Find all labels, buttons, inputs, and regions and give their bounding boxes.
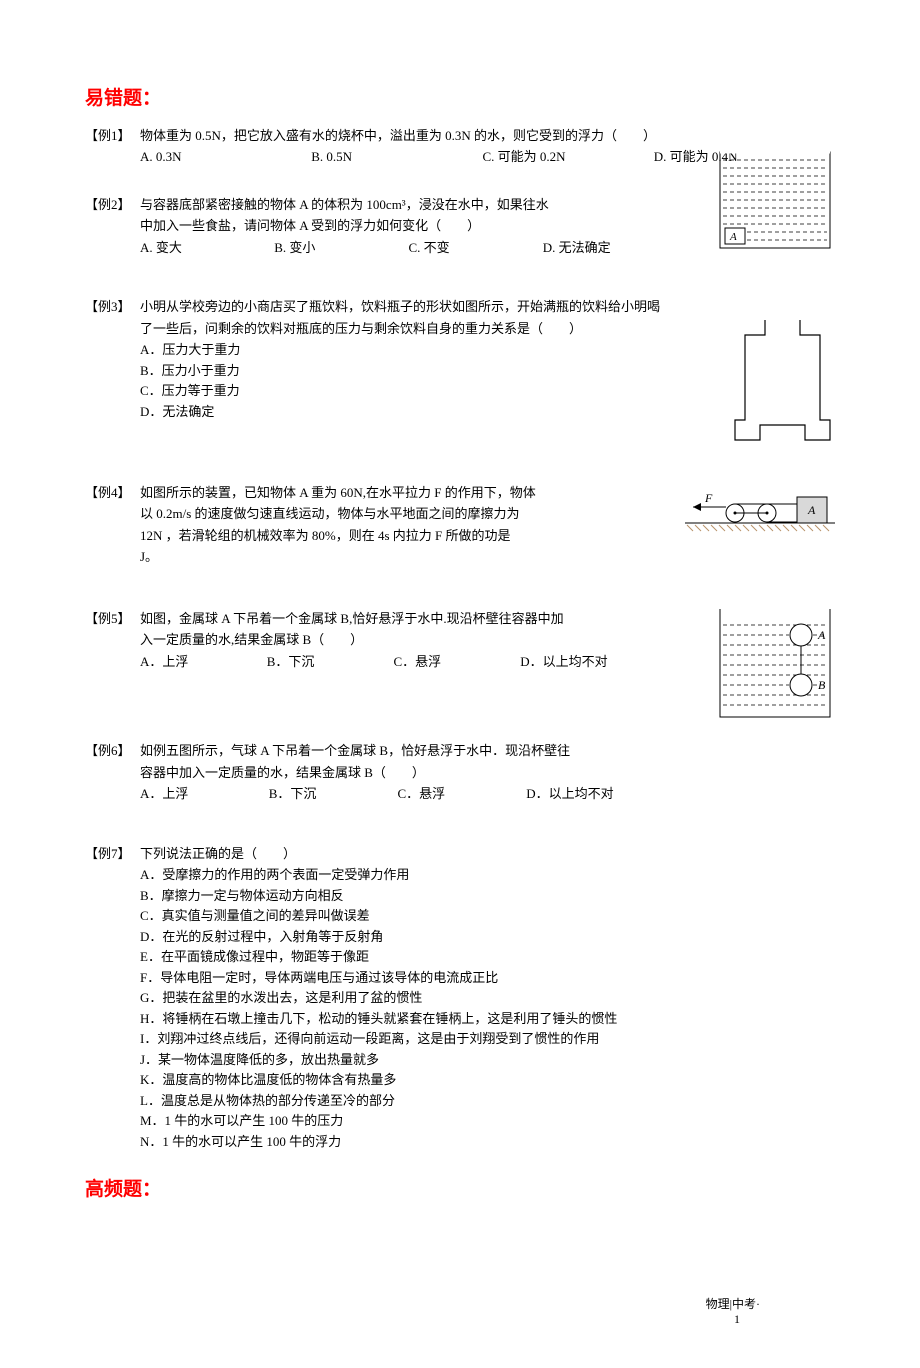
ex7-opt-i: I．刘翔冲过终点线后，还得向前运动一段距离，这是由于刘翔受到了惯性的作用	[140, 1029, 835, 1049]
ex7-opt-m: M．1 牛的水可以产生 100 牛的压力	[140, 1111, 835, 1131]
ex5-opt-d: D．以上均不对	[520, 652, 647, 672]
ex6-text1: 如例五图所示，气球 A 下吊着一个金属球 B，恰好悬浮于水中．现沿杯壁往	[140, 741, 715, 761]
ex7-opt-k: K．温度高的物体比温度低的物体含有热量多	[140, 1070, 835, 1090]
ex3-text1: 小明从学校旁边的小商店买了瓶饮料，饮料瓶子的形状如图所示，开始满瓶的饮料给小明喝	[140, 297, 722, 317]
ex2-opt-c: C. 不变	[409, 238, 543, 258]
ex3-opt-d: D．无法确定	[140, 402, 722, 422]
ex6-opt-d: D．以上均不对	[526, 784, 655, 804]
ex7-opt-b: B．摩擦力一定与物体运动方向相反	[140, 886, 835, 906]
ex5-text1: 如图，金属球 A 下吊着一个金属球 B,恰好悬浮于水中.现沿杯壁往容器中加	[140, 609, 707, 629]
ex1-opt-b: B. 0.5N	[311, 147, 482, 167]
example-5: 【例5】 如图，金属球 A 下吊着一个金属球 B,恰好悬浮于水中.现沿杯壁往容器…	[85, 609, 835, 728]
ex6-label: 【例6】	[85, 741, 140, 804]
ex7-opt-g: G．把装在盆里的水泼出去，这是利用了盆的惯性	[140, 988, 835, 1008]
ex7-opt-e: E．在平面镜成像过程中，物距等于像距	[140, 947, 835, 967]
ex5-opt-c: C．悬浮	[394, 652, 521, 672]
ex7-opt-d: D．在光的反射过程中，入射角等于反射角	[140, 927, 835, 947]
ex7-opt-l: L．温度总是从物体热的部分传递至冷的部分	[140, 1091, 835, 1111]
ex3-opt-c: C．压力等于重力	[140, 381, 722, 401]
ex2-fig-label: A	[729, 231, 737, 243]
ex2-opt-b: B. 变小	[274, 238, 408, 258]
ex56-fig-a: A	[817, 628, 826, 642]
ex7-text: 下列说法正确的是（ ）	[140, 844, 835, 864]
ex7-opt-n: N．1 牛的水可以产生 100 牛的浮力	[140, 1132, 835, 1152]
ex7-opt-a: A．受摩擦力的作用的两个表面一定受弹力作用	[140, 865, 835, 885]
ex4-text3: 12N ，若滑轮组的机械效率为 80%，则在 4s 内拉力 F 所做的功是	[140, 526, 667, 546]
ex3-label: 【例3】	[85, 297, 140, 451]
ex56-fig-b: B	[818, 678, 826, 692]
ex7-label: 【例7】	[85, 844, 140, 1153]
ex4-fig-a: A	[807, 503, 816, 517]
ex5-label: 【例5】	[85, 609, 140, 728]
ex4-fig-f: F	[704, 491, 713, 505]
ex2-opt-a: A. 变大	[140, 238, 274, 258]
example-6: 【例6】 如例五图所示，气球 A 下吊着一个金属球 B，恰好悬浮于水中．现沿杯壁…	[85, 741, 835, 804]
example-3: 【例3】 小明从学校旁边的小商店买了瓶饮料，饮料瓶子的形状如图所示，开始满瓶的饮…	[85, 297, 835, 451]
ex4-text2: 以 0.2m/s 的速度做匀速直线运动，物体与水平地面之间的摩擦力为	[140, 504, 667, 524]
ex2-text2: 中加入一些食盐，请问物体 A 受到的浮力如何变化（ ）	[140, 216, 707, 236]
ex2-opt-d: D. 无法确定	[543, 238, 677, 258]
footer-page: 1	[85, 1312, 760, 1328]
example-7: 【例7】 下列说法正确的是（ ） A．受摩擦力的作用的两个表面一定受弹力作用 B…	[85, 844, 835, 1153]
ex4-figure: A F	[685, 491, 835, 569]
ex3-opt-b: B．压力小于重力	[140, 361, 722, 381]
ex2-figure: A	[715, 150, 835, 258]
ex2-text1: 与容器底部紧密接触的物体 A 的体积为 100cm³，浸没在水中，如果往水	[140, 195, 707, 215]
ex7-opt-f: F．导体电阻一定时，导体两端电压与通过该导体的电流成正比	[140, 968, 835, 988]
example-2: 【例2】 与容器底部紧密接触的物体 A 的体积为 100cm³，浸没在水中，如果…	[85, 195, 835, 258]
ex4-label: 【例4】	[85, 483, 140, 569]
ex3-figure	[730, 315, 835, 451]
ex6-text2: 容器中加入一定质量的水，结果金属球 B（ ）	[140, 763, 715, 783]
ex1-opt-a: A. 0.3N	[140, 147, 311, 167]
ex4-text4: J。	[140, 547, 667, 567]
ex6-opt-a: A．上浮	[140, 784, 269, 804]
ex7-opt-c: C．真实值与测量值之间的差异叫做误差	[140, 906, 835, 926]
section-high-freq: 高频题：	[85, 1176, 835, 1205]
ex1-opt-c: C. 可能为 0.2N	[483, 147, 654, 167]
ex6-opt-c: C．悬浮	[398, 784, 527, 804]
ex6-opt-b: B．下沉	[269, 784, 398, 804]
ex3-text2: 了一些后，问剩余的饮料对瓶底的压力与剩余饮料自身的重力关系是（ ）	[140, 319, 722, 339]
example-4: 【例4】 如图所示的装置，已知物体 A 重为 60N,在水平拉力 F 的作用下，…	[85, 483, 835, 569]
ex5-text2: 入一定质量的水,结果金属球 B（ ）	[140, 630, 707, 650]
ex5-opt-b: B．下沉	[267, 652, 394, 672]
ex56-figure: A B	[715, 607, 835, 728]
ex3-opt-a: A．压力大于重力	[140, 340, 722, 360]
ex7-opt-j: J．某一物体温度降低的多，放出热量就多	[140, 1050, 835, 1070]
ex1-text: 物体重为 0.5N，把它放入盛有水的烧杯中，溢出重为 0.3N 的水，则它受到的…	[140, 126, 835, 146]
ex7-opt-h: H．将锤柄在石墩上撞击几下，松动的锤头就紧套在锤柄上，这是利用了锤头的惯性	[140, 1009, 835, 1029]
section-easy-wrong: 易错题：	[85, 85, 835, 114]
footer-line1: 物理|中考·	[85, 1297, 760, 1313]
ex5-opt-a: A．上浮	[140, 652, 267, 672]
ex2-label: 【例2】	[85, 195, 140, 258]
ex4-text1: 如图所示的装置，已知物体 A 重为 60N,在水平拉力 F 的作用下，物体	[140, 483, 667, 503]
ex1-label: 【例1】	[85, 126, 140, 167]
